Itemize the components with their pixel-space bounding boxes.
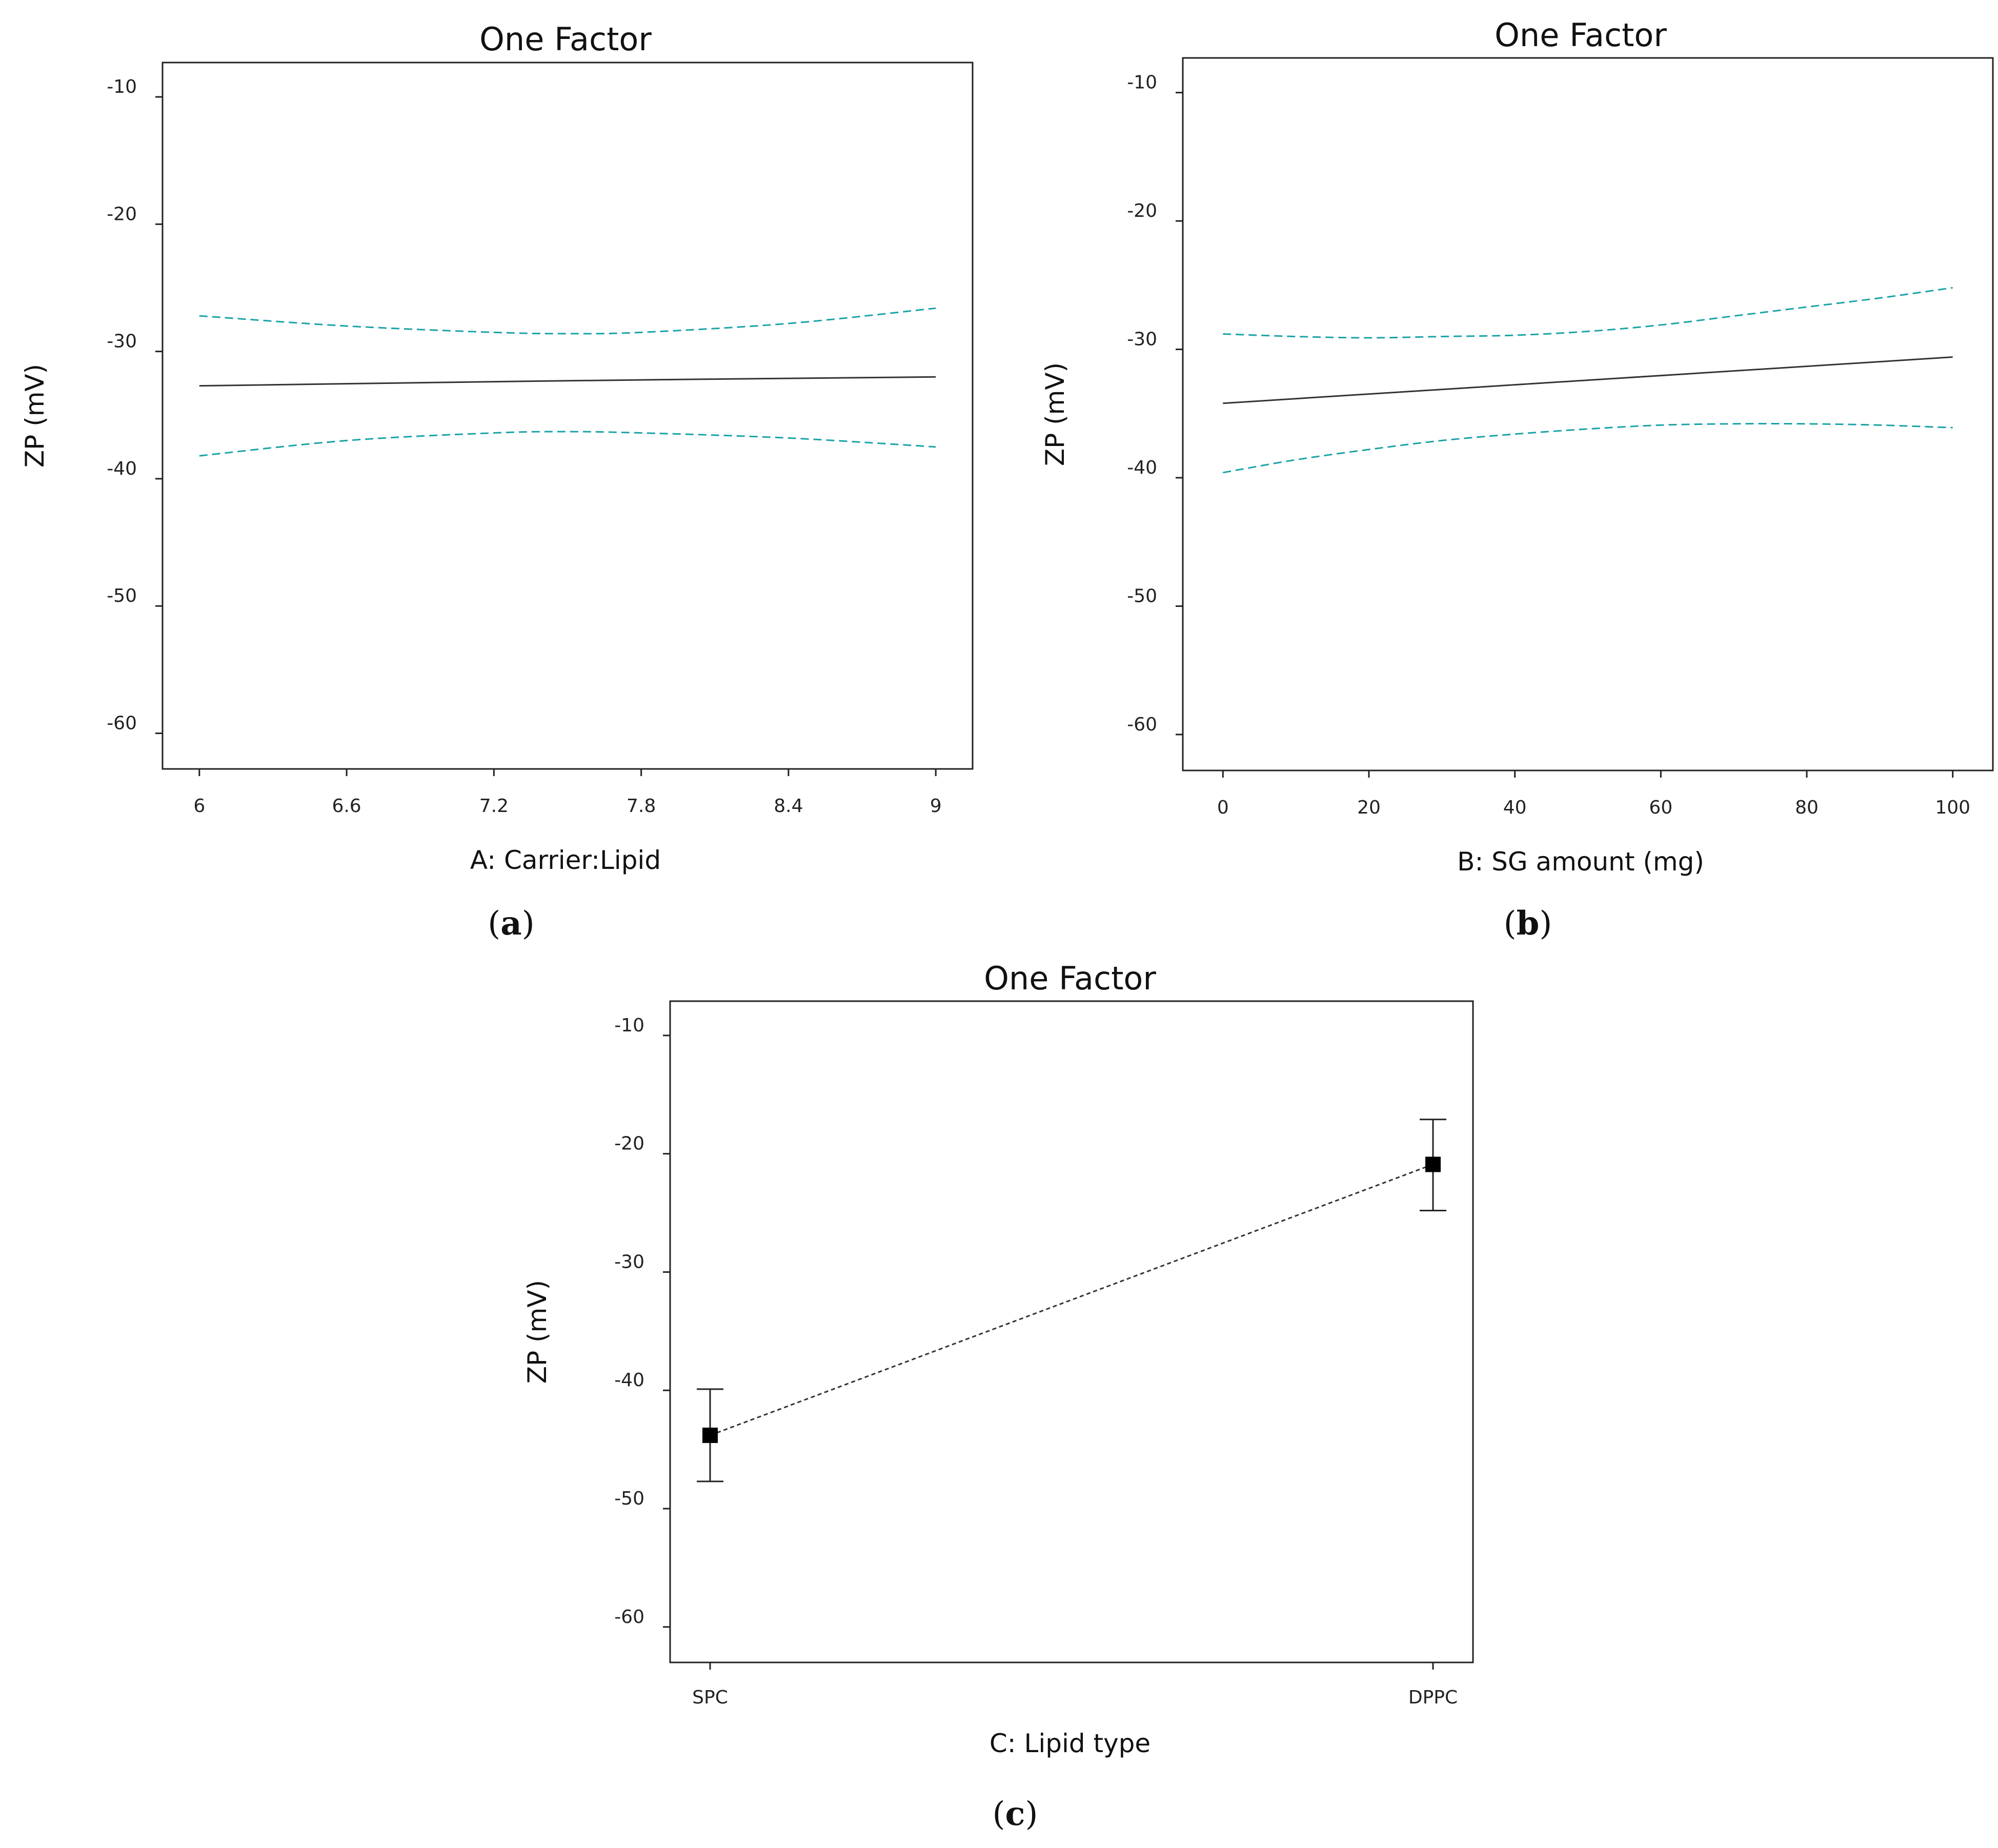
chart-panel-c: One Factor -10 -20 -30 -40 -50 -60 SPC DPPC C: Li… [522, 960, 1474, 1833]
y-axis-label: ZP (mV) [1040, 362, 1070, 466]
chart-title: One Factor [984, 960, 1156, 997]
x-tick-label: SPC [692, 1687, 728, 1708]
x-tick-label: 6 [193, 796, 205, 817]
panel-label: (c) [993, 1795, 1038, 1833]
prediction-line [1223, 356, 1953, 404]
x-tick-label: 9 [930, 796, 942, 817]
x-tick-label: 80 [1795, 797, 1819, 818]
y-axis-label: ZP (mV) [522, 1280, 552, 1384]
plot-frame [669, 1000, 1474, 1663]
chart-panel-a: One Factor -10 -20 -30 -40 -50 -60 6 6.6 7.2 7.8 8.… [20, 21, 974, 943]
x-tick-label: 8.4 [774, 796, 803, 817]
x-tick-label: 7.8 [627, 796, 656, 817]
x-tick-label: 6.6 [332, 796, 361, 817]
ci-upper-line [199, 307, 936, 335]
chart-title: One Factor [1495, 16, 1667, 54]
y-tick-label: -60 [1127, 714, 1157, 735]
connector-line [710, 1164, 1434, 1436]
x-tick-label: DPPC [1408, 1687, 1458, 1708]
ci-lower-line [1223, 422, 1953, 474]
x-tick-label: 20 [1357, 797, 1381, 818]
y-tick-label: -20 [107, 204, 137, 225]
y-tick-label: -40 [1127, 457, 1157, 478]
y-tick-label: -50 [107, 585, 137, 606]
chart-title: One Factor [479, 21, 652, 58]
plot-frame [162, 62, 974, 770]
x-axis-label: C: Lipid type [990, 1729, 1151, 1758]
x-axis-label: A: Carrier:Lipid [470, 845, 661, 875]
y-tick-label: -30 [614, 1251, 644, 1272]
y-tick-label: -30 [107, 331, 137, 352]
x-axis-label: B: SG amount (mg) [1457, 847, 1704, 877]
ci-upper-line [1223, 287, 1953, 339]
x-tick-label: 0 [1217, 797, 1229, 818]
y-tick-label: -40 [107, 458, 137, 479]
panel-label: (b) [1504, 904, 1552, 943]
y-tick-label: -50 [614, 1488, 644, 1509]
data-point-spc [702, 1427, 718, 1443]
y-tick-label: -30 [1127, 329, 1157, 350]
y-tick-label: -10 [1127, 72, 1157, 93]
y-tick-label: -60 [614, 1607, 644, 1628]
x-tick-label: 100 [1935, 797, 1970, 818]
panel-label: (a) [488, 904, 534, 943]
x-tick-label: 40 [1503, 797, 1527, 818]
data-point-dppc [1425, 1156, 1441, 1172]
y-tick-label: -20 [1127, 200, 1157, 221]
plot-frame [1182, 57, 1994, 771]
chart-panel-b: One Factor -10 -20 -30 -40 -50 -60 0 20 40 60 80 100… [1040, 16, 1994, 943]
y-axis-label: ZP (mV) [20, 364, 50, 468]
y-tick-label: -10 [107, 76, 137, 97]
y-tick-label: -50 [1127, 585, 1157, 606]
y-tick-label: -60 [107, 713, 137, 734]
x-tick-label: 60 [1649, 797, 1672, 818]
ci-lower-line [199, 431, 936, 457]
x-tick-label: 7.2 [479, 796, 509, 817]
y-tick-label: -20 [614, 1133, 644, 1154]
y-tick-label: -10 [614, 1015, 644, 1036]
y-tick-label: -40 [614, 1370, 644, 1391]
prediction-line [199, 376, 936, 387]
